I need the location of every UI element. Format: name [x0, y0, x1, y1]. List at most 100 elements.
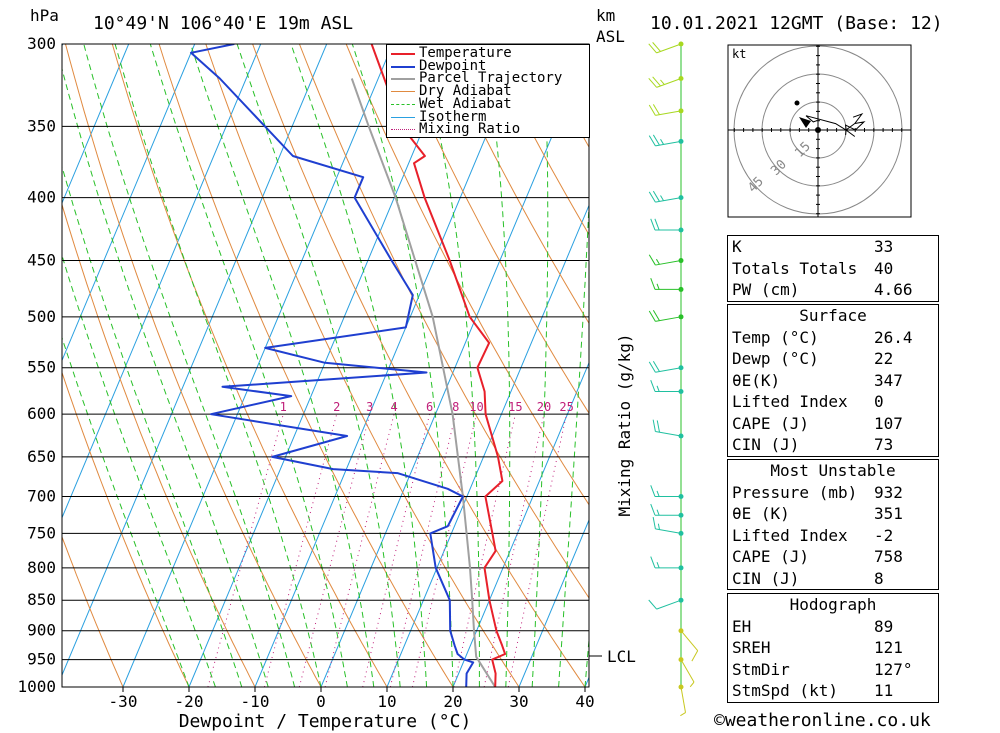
pressure-tick-label: 450	[27, 251, 56, 270]
x-axis-title: Dewpoint / Temperature (°C)	[179, 711, 472, 732]
wind-barb-flag	[650, 218, 656, 231]
table-row: CAPE (J) 758	[728, 546, 939, 568]
storm-motion-arrow	[799, 117, 811, 128]
pressure-tick-label: 600	[27, 404, 56, 423]
x-tick-label: 0	[316, 692, 326, 711]
mixing-ratio-line	[389, 414, 457, 687]
dry-adiabat	[392, 44, 589, 415]
wind-barb-half	[680, 712, 686, 717]
pressure-tick-label: 700	[27, 487, 56, 506]
isotherm	[518, 518, 589, 687]
wind-barb-staff	[655, 367, 682, 373]
legend-swatch	[391, 91, 415, 93]
table-row: Totals Totals 40	[728, 258, 939, 280]
wind-barb-flag	[650, 485, 656, 497]
wind-barb-half	[656, 509, 660, 516]
table-row: Pressure (mb) 932	[728, 482, 939, 504]
table-row: θE (K) 351	[728, 503, 939, 525]
x-tick-label: -20	[175, 692, 204, 711]
wind-barb-flag	[650, 503, 656, 516]
wind-barb-flag	[648, 135, 656, 147]
wind-barb-flag	[650, 278, 656, 290]
table-row: StmDir 127°	[728, 659, 939, 681]
km-unit-label: km	[596, 6, 616, 25]
legend-swatch	[391, 53, 415, 55]
table-row: CAPE (J) 107	[728, 413, 939, 435]
mixing-ratio-label: 1	[280, 400, 287, 414]
wet-adiabat	[531, 44, 549, 687]
wind-barb-staff	[656, 599, 682, 610]
legend-swatch	[391, 116, 415, 118]
dry-adiabat	[439, 44, 589, 325]
x-tick-label: 20	[443, 692, 462, 711]
plot-frame	[61, 43, 590, 688]
legend-label: Isotherm	[419, 108, 487, 125]
table-section-title: Most Unstable	[770, 461, 896, 480]
table-label: Temp (°C)	[732, 327, 819, 347]
dry-adiabat	[65, 44, 322, 687]
wind-barb-flag	[652, 42, 661, 52]
isotherm	[62, 44, 196, 362]
temperature-tick-labels: -30 -20 -10 0 10 20 30 40	[109, 687, 595, 711]
isotherm	[452, 361, 589, 687]
wet-adiabat	[62, 67, 269, 687]
hodograph-table: Hodograph EH 89 SREH 121 StmDir 127° StmSpd (kt…	[727, 593, 939, 703]
mixing-ratio-label: 3	[366, 400, 373, 414]
wet-adiabat-lines	[62, 44, 589, 687]
wind-barb-staff	[655, 197, 682, 203]
table-value: 347	[874, 370, 903, 390]
pressure-tick-label: 800	[27, 558, 56, 577]
pressure-tick-label: 1000	[17, 677, 56, 696]
x-tick-label: -30	[109, 692, 138, 711]
wind-barb-flag	[648, 599, 657, 610]
hodograph-trace	[805, 112, 866, 137]
mixing-ratio-label: 4	[390, 400, 397, 414]
table-value: 11	[874, 681, 894, 700]
mixing-ratio-labels: 1 2 3 4 6 8 10 15 20 25	[280, 400, 574, 414]
pressure-tick-label: 900	[27, 621, 56, 640]
table-label: K	[732, 237, 742, 256]
wind-barb-half	[660, 79, 665, 85]
legend-label: Mixing Ratio	[419, 121, 521, 138]
isotherm	[386, 204, 589, 687]
table-value: 107	[874, 413, 903, 433]
table-row: PW (cm) 4.66	[728, 279, 939, 301]
table-value: 127°	[874, 659, 913, 679]
mixing-ratio-label: 10	[469, 400, 483, 414]
wind-barb-flag	[652, 134, 660, 146]
legend-swatch	[391, 129, 415, 131]
table-label: CIN (J)	[732, 568, 800, 588]
wind-barb-half	[655, 258, 660, 265]
legend-label: Temperature	[419, 45, 512, 61]
wind-barb-staff	[655, 140, 682, 147]
table-value: 22	[874, 349, 894, 368]
x-tick-label: 30	[509, 692, 528, 711]
wind-barb-staff	[655, 260, 682, 266]
wind-barb-flag	[648, 191, 656, 203]
wind-barb-staff	[655, 430, 682, 437]
legend-label: Parcel Trajectory	[419, 70, 563, 87]
dry-adiabat	[158, 44, 454, 687]
wind-barb-flag	[652, 76, 661, 87]
pressure-unit-label: hPa	[30, 6, 59, 25]
wind-barb-staff	[655, 110, 682, 116]
table-row: Lifted Index -2	[728, 525, 939, 547]
table-row: EH 89	[728, 616, 939, 638]
wind-barb-staff	[680, 659, 695, 683]
wind-barb-staff	[656, 43, 682, 54]
legend: Temperature Dewpoint Parcel Trajectory Dry …	[386, 44, 590, 138]
isotherm-lines	[62, 44, 589, 687]
legend-label: Wet Adiabat	[419, 95, 512, 112]
pressure-lines	[62, 43, 589, 688]
wind-barb-flag	[654, 218, 660, 231]
x-tick-label: 40	[575, 692, 594, 711]
table-value: 40	[874, 258, 894, 278]
mixing-ratio-label: 15	[508, 400, 522, 414]
dewpoint-line	[190, 44, 475, 687]
wind-barb-flag	[652, 516, 656, 529]
wind-barb-flag	[650, 380, 656, 392]
mixing-ratio-lines	[207, 414, 568, 687]
pressure-tick-label: 550	[27, 358, 56, 377]
legend-swatch	[391, 65, 415, 68]
table-section-title: Surface	[799, 306, 867, 325]
